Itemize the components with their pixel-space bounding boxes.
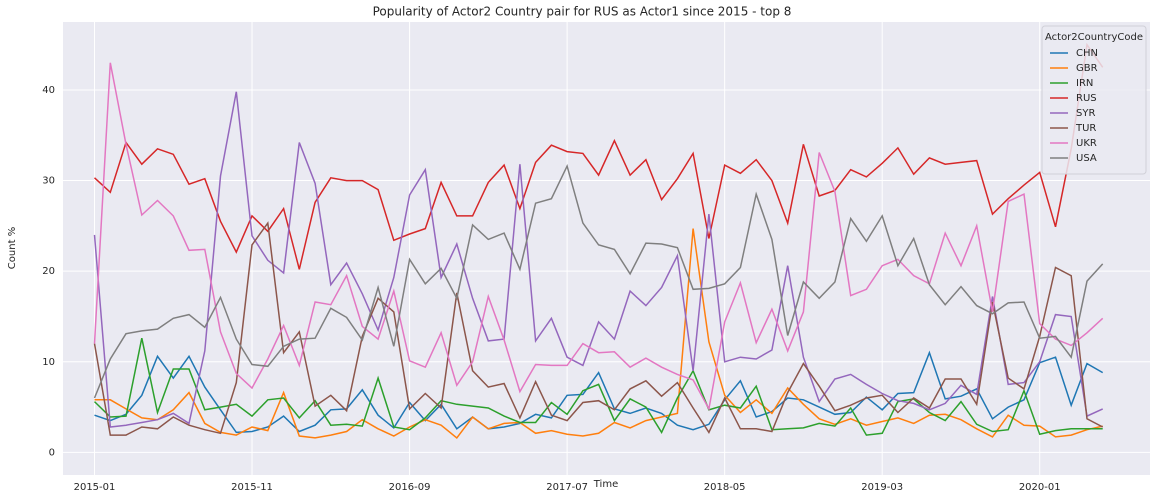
lines (93, 42, 1104, 439)
y-tick-label: 0 (49, 447, 55, 458)
y-tick-label: 40 (42, 85, 55, 96)
legend-label: TUR (1075, 123, 1096, 134)
series-line (93, 338, 1103, 436)
series-line (93, 221, 1104, 436)
legend-label: GBR (1076, 63, 1098, 74)
series-line (94, 350, 1104, 434)
series-line (93, 91, 1104, 428)
series-line (93, 42, 1104, 270)
legend-label: RUS (1076, 93, 1097, 104)
x-tick-label: 2020-01 (1019, 482, 1061, 493)
chart-title: Popularity of Actor2 Country pair for RU… (373, 5, 792, 19)
legend-box (1041, 25, 1147, 175)
y-tick-label: 10 (42, 357, 55, 368)
series-line (93, 62, 1104, 412)
x-tick-label: 2017-07 (546, 482, 588, 493)
legend-label: USA (1076, 153, 1097, 164)
y-axis-label: Count % (7, 227, 18, 269)
legend: Actor2CountryCode CHN GBR IRN RUS SYR TUR UKR US… (1041, 25, 1147, 175)
legend-label: UKR (1076, 138, 1097, 149)
legend-label: SYR (1076, 108, 1095, 119)
x-tick-label: 2015-11 (231, 482, 273, 493)
plot-area (63, 22, 1150, 475)
x-tick-label: 2019-03 (861, 482, 903, 493)
x-axis-label: Time (593, 479, 618, 490)
y-tick-label: 30 (42, 176, 55, 187)
y-tick-label: 20 (42, 266, 55, 277)
x-tick-label: 2016-09 (389, 482, 431, 493)
legend-title: Actor2CountryCode (1045, 32, 1143, 43)
legend-label: CHN (1076, 48, 1098, 59)
x-tick-label: 2018-05 (704, 482, 746, 493)
legend-label: IRN (1076, 78, 1093, 89)
x-tick-label: 2015-01 (74, 482, 116, 493)
series-line (93, 163, 1104, 399)
